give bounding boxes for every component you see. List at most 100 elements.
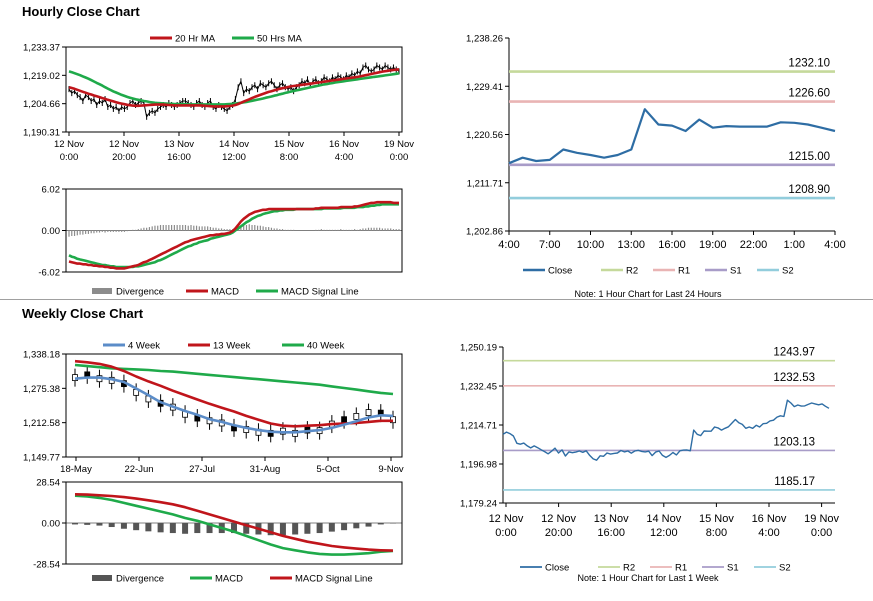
legend-hourly-pivot-s2: S2 [782,266,794,277]
hourly-pivot-x-label: 7:00 [539,239,560,251]
hourly-level-label-r2: 1232.10 [788,58,830,70]
weekly-pivot-x-label: 4:00 [758,527,779,539]
weekly-price-y-tick-label: 1,338.18 [23,350,60,361]
hourly-ma20-line [68,68,400,108]
weekly-divergence-bar [108,523,115,528]
legend-weekly-pivot-close: Close [545,563,569,574]
hourly-macd-y-tick-label: 6.02 [42,185,61,196]
weekly-level-label-r1: 1232.53 [773,372,815,384]
weekly-divergence-bar [365,523,372,527]
hourly-pivot-x-label: 4:00 [498,239,519,251]
legend-weekly-macd: MACD [215,574,243,585]
weekly-divergence-bar [377,523,384,525]
weekly-price-y-tick-label: 1,275.38 [23,384,60,395]
weekly-macd-y-tick-label: -28.54 [33,560,60,571]
hourly-pivot-x-label: 19:00 [699,239,727,251]
weekly-price-x-label: 22-Jun [124,464,153,475]
legend-hourly-divergence: Divergence [116,287,164,298]
weekly-divergence-bar [157,523,164,533]
weekly-ma13-line [74,359,393,428]
hourly-price-x-label: 4:00 [335,152,354,163]
legend-hourly-divergence-swatch [92,288,112,294]
hourly-price-x-label: 12 Nov [109,139,139,150]
hourly-pivot-x-label: 22:00 [740,239,768,251]
hourly-pivot-y-tick-label: 1,229.41 [466,82,503,93]
weekly-pivot-x-label: 15 Nov [699,513,734,525]
weekly-pivot-x-label: 0:00 [495,527,516,539]
hourly-pivot-close-line [508,108,836,165]
weekly-divergence-bar [231,523,237,534]
hourly-ma50-line [68,70,400,106]
legend-50hrs-ma: 50 Hrs MA [257,34,303,45]
weekly-price-y-tick-label: 1,149.77 [23,453,60,464]
legend-weekly-divergence-swatch [92,575,112,581]
hourly-price-x-label: 16 Nov [329,139,359,150]
weekly-candle-body [365,409,372,416]
weekly-level-label-s2: 1185.17 [774,476,815,488]
legend-20hr-ma: 20 Hr MA [175,34,216,45]
hourly-price-y-tick-label: 1,190.31 [23,128,60,139]
legend-hourly-pivot-close: Close [548,266,572,277]
weekly-pivot-x-label: 13 Nov [594,513,629,525]
weekly-divergence-bar [182,523,189,534]
weekly-divergence-bar [243,523,250,534]
hourly-level-label-s1: 1215.00 [788,151,830,163]
weekly-pivot-note: Note: 1 Hour Chart for Last 1 Week [578,573,719,583]
weekly-pivot-x-label: 16 Nov [752,513,787,525]
hourly-pivot-x-label: 10:00 [577,239,605,251]
legend-13-week: 13 Week [213,341,251,352]
legend-weekly-divergence: Divergence [116,574,164,585]
weekly-divergence-bar [279,523,286,536]
weekly-ma40-line [74,363,394,396]
weekly-divergence-bar [72,523,78,525]
hourly-price-y-tick-label: 1,204.66 [23,99,60,110]
hourly-pivot-note: Note: 1 Hour Chart for Last 24 Hours [574,289,722,299]
weekly-pivot-x-label: 12:00 [650,527,678,539]
hourly-price-y-tick-label: 1,233.37 [23,43,60,54]
hourly-price-x-label: 0:00 [390,152,409,163]
weekly-divergence-bar [145,523,152,532]
section-divider [0,299,873,300]
weekly-macd-y-tick-label: 0.00 [42,519,61,530]
weekly-pivot-y-tick-label: 1,196.98 [460,459,497,470]
hourly-macd-y-tick-label: 0.00 [42,226,61,237]
legend-weekly-pivot-r2: R2 [623,563,635,574]
weekly-pivot-x-label: 8:00 [706,527,727,539]
hourly-pivot-x-label: 4:00 [824,239,845,251]
weekly-signal-line [74,493,394,552]
weekly-pivot-y-tick-label: 1,179.24 [460,499,497,510]
weekly-candle-body [341,416,347,424]
hourly-price-x-label: 15 Nov [274,139,304,150]
weekly-candle-body [267,429,274,437]
hourly-section-title: Hourly Close Chart [22,4,140,19]
weekly-divergence-bar [267,523,274,536]
weekly-price-y-tick-label: 1,212.58 [23,418,60,429]
weekly-pivot-y-tick-label: 1,250.19 [460,343,497,354]
hourly-price-x-label: 13 Nov [164,139,194,150]
hourly-price-x-label: 12:00 [222,152,246,163]
weekly-pivot-y-tick-label: 1,232.45 [460,382,497,393]
hourly-pivot-x-label: 1:00 [784,239,805,251]
hourly-signal-line [68,203,399,269]
weekly-level-label-r2: 1243.97 [773,347,815,359]
weekly-ma4-line [74,376,394,434]
hourly-price-frame [65,46,403,133]
weekly-divergence-bar [304,523,311,534]
legend-hourly-pivot-r2: R2 [626,266,638,277]
weekly-divergence-bar [96,523,103,526]
hourly-pivot-y-tick-label: 1,202.86 [466,227,503,238]
weekly-divergence-bar [292,523,299,535]
legend-hourly-signal: MACD Signal Line [281,287,359,298]
legend-hourly-pivot-r1: R1 [678,266,690,277]
legend-weekly-pivot-s1: S1 [727,563,739,574]
hourly-pivot-x-label: 13:00 [617,239,645,251]
weekly-pivot-x-label: 0:00 [811,527,832,539]
weekly-pivot-y-tick-label: 1,214.71 [460,421,497,432]
weekly-divergence-bar [84,523,91,525]
legend-40-week: 40 Week [307,341,345,352]
hourly-price-x-label: 19 Nov [384,139,414,150]
weekly-section-title: Weekly Close Chart [22,306,144,321]
weekly-divergence-bar [194,523,201,534]
weekly-pivot-x-label: 16:00 [597,527,625,539]
weekly-price-x-label: 31-Aug [250,464,281,475]
